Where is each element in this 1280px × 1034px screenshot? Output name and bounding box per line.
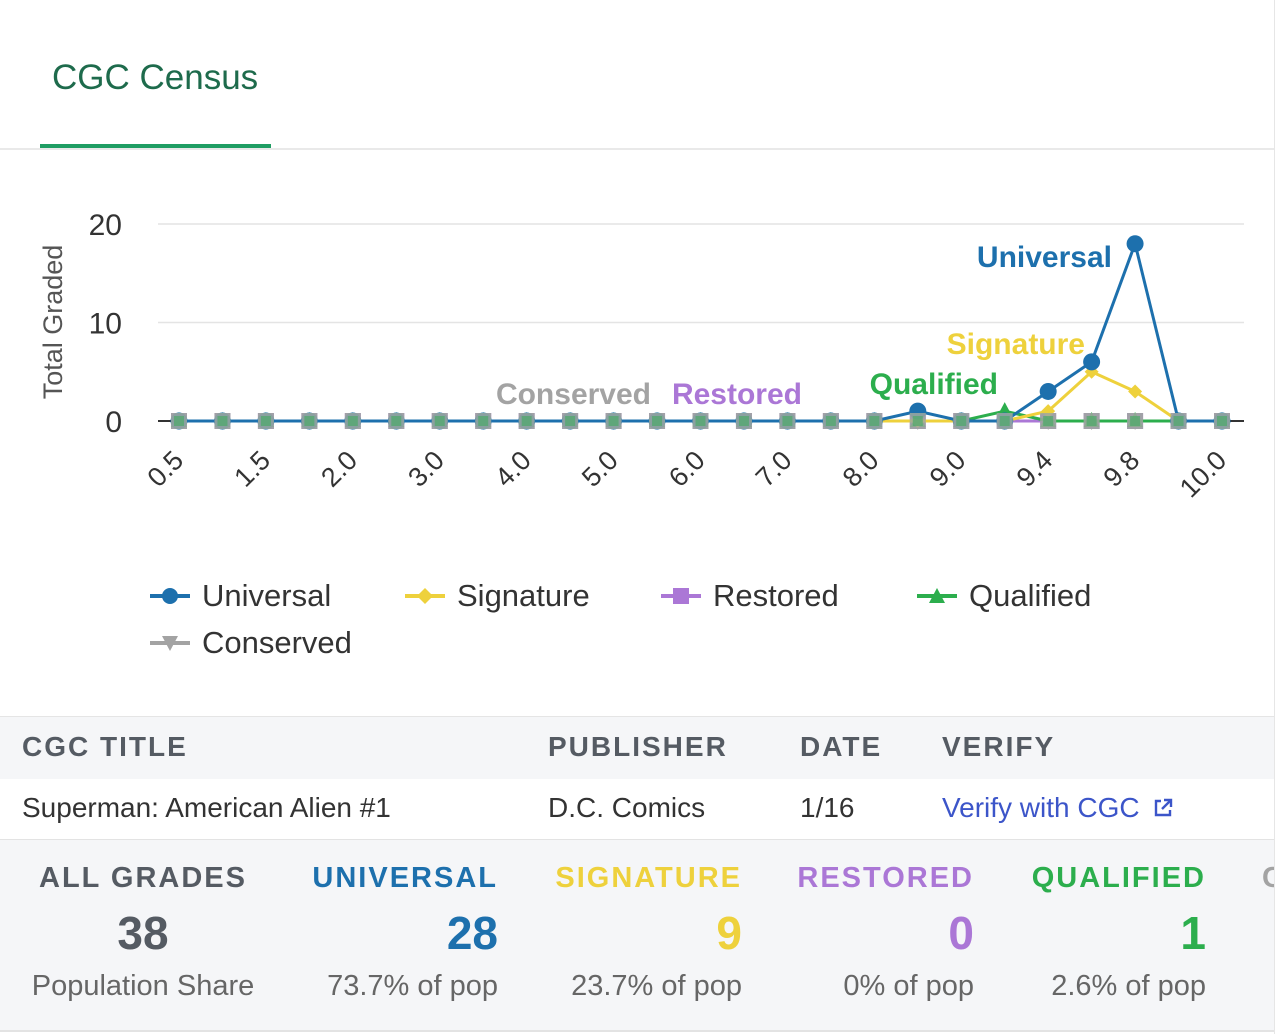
cell-publisher: D.C. Comics xyxy=(548,792,705,824)
zero-marker-inner xyxy=(261,416,271,426)
chart-legend: Universal Signature Restored Qualified C… xyxy=(150,572,1150,672)
table-row: Superman: American Alien #1 D.C. Comics … xyxy=(0,779,1274,840)
stat-signature-label: SIGNATURE xyxy=(540,862,742,895)
external-link-icon xyxy=(1152,797,1174,819)
stat-qualified-value: 1 xyxy=(1010,906,1206,960)
x-tick-label: 0.5 xyxy=(141,445,189,493)
x-tick-label: 2.0 xyxy=(315,445,363,493)
stat-qualified-label: QUALIFIED xyxy=(1010,862,1206,895)
stat-all-label: ALL GRADES xyxy=(20,862,266,895)
zero-marker-inner xyxy=(391,416,401,426)
series-label-universal: Universal xyxy=(977,241,1112,274)
zero-marker-inner xyxy=(217,416,227,426)
stat-all-sub: Population Share xyxy=(20,970,266,1003)
zero-marker-inner xyxy=(913,416,923,426)
legend-item-signature[interactable]: Signature xyxy=(405,574,590,618)
census-card: CGC Census 0 10 20 Total Graded 0.5 1.5 2.0 3.0… xyxy=(0,0,1275,1034)
zero-marker-inner xyxy=(304,416,314,426)
stat-universal-sub: 73.7% of pop xyxy=(298,970,498,1003)
zero-marker-inner xyxy=(174,416,184,426)
stat-restored-label: RESTORED xyxy=(780,862,974,895)
x-tick-label: 9.8 xyxy=(1098,445,1146,493)
legend-item-restored[interactable]: Restored xyxy=(661,574,839,618)
stat-conserved-label: C xyxy=(1262,862,1275,895)
y-tick-label: 10 xyxy=(89,308,122,341)
stat-restored-value: 0 xyxy=(780,906,974,960)
stat-universal-label: UNIVERSAL xyxy=(298,862,498,895)
qualified-marker-icon xyxy=(917,586,957,606)
signature-marker-icon xyxy=(405,586,445,606)
grade-stats: ALL GRADES 38 Population Share UNIVERSAL… xyxy=(0,840,1274,1032)
restored-marker-icon xyxy=(661,586,701,606)
x-tick-label: 9.0 xyxy=(924,445,972,493)
universal-marker-icon xyxy=(150,586,190,606)
verify-link-label: Verify with CGC xyxy=(942,792,1140,824)
conserved-marker-icon xyxy=(150,633,190,653)
zero-marker-inner xyxy=(348,416,358,426)
x-tick-label: 4.0 xyxy=(489,445,537,493)
zero-marker-inner xyxy=(739,416,749,426)
cell-title: Superman: American Alien #1 xyxy=(22,792,391,824)
header-verify: VERIFY xyxy=(942,731,1055,763)
zero-marker-inner xyxy=(478,416,488,426)
zero-marker-inner xyxy=(435,416,445,426)
stat-signature-value: 9 xyxy=(540,906,742,960)
zero-marker-inner xyxy=(1130,416,1140,426)
tab-cgc-census[interactable]: CGC Census xyxy=(40,0,271,148)
x-tick-label: 5.0 xyxy=(576,445,624,493)
zero-marker-inner xyxy=(1043,416,1053,426)
header-publisher: PUBLISHER xyxy=(548,731,728,763)
stat-signature-sub: 23.7% of pop xyxy=(540,970,742,1003)
cell-date: 1/16 xyxy=(800,792,855,824)
legend-label: Qualified xyxy=(969,578,1091,614)
x-tick-label: 6.0 xyxy=(663,445,711,493)
x-tick-label: 7.0 xyxy=(750,445,798,493)
stat-qualified-sub: 2.6% of pop xyxy=(1010,970,1206,1003)
tab-bar: CGC Census xyxy=(0,0,1274,150)
legend-label: Universal xyxy=(202,578,331,614)
legend-label: Signature xyxy=(457,578,590,614)
x-tick-label: 3.0 xyxy=(402,445,450,493)
zero-marker-inner xyxy=(696,416,706,426)
series-label-restored: Restored xyxy=(672,378,802,411)
legend-label: Conserved xyxy=(202,625,352,661)
zero-marker-inner xyxy=(956,416,966,426)
series-label-signature: Signature xyxy=(947,328,1085,361)
x-tick-label: 10.0 xyxy=(1174,445,1232,503)
zero-marker-inner xyxy=(609,416,619,426)
zero-marker-inner xyxy=(826,416,836,426)
series-label-conserved: Conserved xyxy=(496,378,651,411)
zero-marker-inner xyxy=(565,416,575,426)
zero-marker-inner xyxy=(1174,416,1184,426)
legend-item-qualified[interactable]: Qualified xyxy=(917,574,1091,618)
y-tick-label: 20 xyxy=(89,209,122,242)
zero-marker-inner xyxy=(869,416,879,426)
universal-point xyxy=(1083,353,1100,370)
universal-point xyxy=(1040,383,1057,400)
header-cgc-title: CGC TITLE xyxy=(22,731,188,763)
table-header: CGC TITLE PUBLISHER DATE VERIFY xyxy=(0,716,1274,780)
y-tick-label: 0 xyxy=(105,406,122,439)
zero-marker-inner xyxy=(652,416,662,426)
zero-marker-inner xyxy=(1087,416,1097,426)
verify-with-cgc-link[interactable]: Verify with CGC xyxy=(942,792,1174,824)
legend-label: Restored xyxy=(713,578,839,614)
zero-marker-inner xyxy=(782,416,792,426)
series-label-qualified: Qualified xyxy=(870,368,998,401)
universal-point xyxy=(1127,235,1144,252)
x-tick-label: 9.4 xyxy=(1011,445,1059,493)
stat-universal-value: 28 xyxy=(298,906,498,960)
stat-all-value: 38 xyxy=(20,906,266,960)
x-tick-label: 1.5 xyxy=(228,445,276,493)
y-axis-label: Total Graded xyxy=(38,245,68,400)
header-date: DATE xyxy=(800,731,882,763)
legend-item-conserved[interactable]: Conserved xyxy=(150,621,352,665)
zero-marker-inner xyxy=(1000,416,1010,426)
legend-item-universal[interactable]: Universal xyxy=(150,574,331,618)
x-tick-label: 8.0 xyxy=(837,445,885,493)
zero-marker-inner xyxy=(522,416,532,426)
stat-restored-sub: 0% of pop xyxy=(780,970,974,1003)
zero-marker-inner xyxy=(1217,416,1227,426)
tab-label: CGC Census xyxy=(52,58,258,98)
